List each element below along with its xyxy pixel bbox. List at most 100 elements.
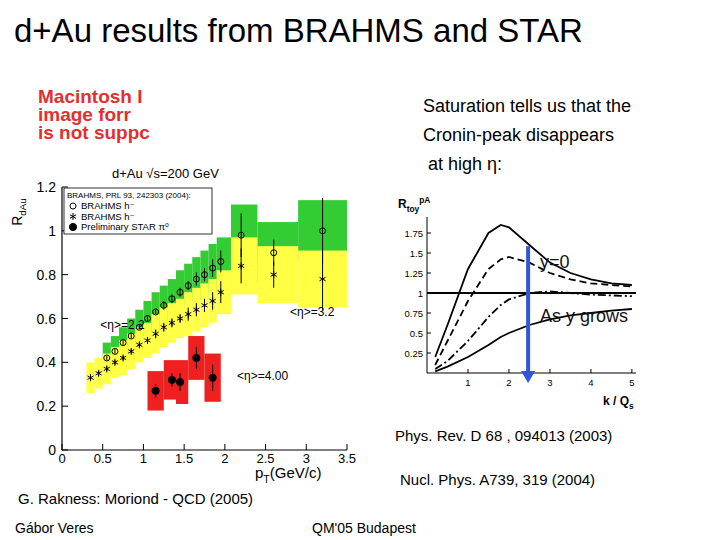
footer-event: QM'05 Budapest: [312, 520, 416, 536]
marker: [193, 306, 199, 313]
annotation: <η>=3.2: [290, 305, 335, 319]
y-tick-label: 0.8: [37, 267, 57, 283]
y-tick-label: 0.4: [37, 354, 57, 370]
sys-band: [184, 292, 192, 336]
annotation: y=0: [540, 252, 570, 272]
x-tick-label: 1: [140, 451, 147, 466]
marker: [271, 250, 277, 256]
reference: Phys. Rev. D 68 , 094013 (2003): [395, 427, 612, 444]
error-bar: [155, 310, 156, 314]
marker: [161, 302, 167, 308]
marker: [104, 365, 110, 372]
x-tick: [143, 444, 144, 450]
marker: [96, 370, 102, 377]
x-tick-label: 3: [547, 377, 552, 388]
curve: [427, 292, 636, 294]
arrow-shaft: [526, 246, 530, 373]
slide: d+Au results from BRAHMS and STARMacinto…: [0, 0, 720, 540]
sys-band: [257, 246, 298, 303]
sys-band: [205, 354, 221, 402]
error-bar: [220, 251, 221, 273]
marker: [153, 330, 159, 337]
marker: [201, 302, 207, 309]
curve: [435, 257, 632, 365]
error-bar: [106, 356, 107, 360]
y-tick-label: 1: [48, 223, 56, 239]
marker: [136, 341, 142, 348]
y-tick-label: 1.2: [37, 179, 57, 195]
x-tick: [224, 444, 225, 450]
marker: [169, 296, 175, 302]
label-base: R: [9, 216, 25, 226]
sys-band: [135, 327, 143, 362]
error-bar: [204, 268, 205, 281]
x-tick: [631, 369, 632, 373]
marker: [193, 354, 200, 361]
slide-title: d+Au results from BRAHMS and STAR: [14, 12, 583, 49]
marker: [128, 348, 134, 355]
y-tick: [62, 187, 68, 188]
x-tick-label: 1: [465, 377, 470, 388]
marker: [176, 378, 183, 385]
x-tick-label: 3.5: [338, 451, 356, 466]
legend-label: BRAHMS h⁻: [81, 200, 135, 211]
x-tick: [508, 369, 509, 373]
sys-band: [164, 360, 176, 399]
sys-band: [176, 360, 188, 404]
y-tick: [427, 293, 431, 294]
marker: [120, 340, 126, 346]
legend-marker: [70, 213, 76, 220]
y-tick: [427, 353, 431, 354]
x-tick: [347, 444, 348, 450]
reference: Nucl. Phys. A739, 319 (2004): [400, 471, 595, 488]
marker: [152, 387, 159, 394]
marker: [238, 232, 244, 238]
label-base: p: [255, 464, 263, 481]
sys-band: [86, 362, 94, 393]
marker: [210, 297, 216, 304]
marker: [193, 276, 199, 282]
sys-band: [200, 283, 208, 327]
x-axis-label: k / Qs: [603, 394, 634, 411]
plot-area: [427, 225, 636, 371]
marker: [202, 272, 208, 278]
curve: [435, 291, 632, 369]
y-tick-label: 1: [418, 288, 423, 299]
y-tick-label: 0.6: [37, 311, 57, 327]
marker: [104, 355, 110, 361]
y-tick: [62, 318, 68, 319]
x-tick-label: 2: [506, 377, 511, 388]
y-tick: [427, 313, 431, 314]
y-axis: [427, 217, 428, 373]
sys-band: [148, 371, 164, 410]
sys-band: [103, 354, 111, 385]
x-tick-label: 5: [629, 377, 634, 388]
marker: [87, 374, 93, 381]
y-tick: [62, 362, 68, 363]
legend-marker: [69, 223, 76, 230]
label-sub: s: [629, 401, 634, 411]
y-tick-label: 0.75: [405, 308, 424, 319]
x-tick: [265, 444, 266, 450]
sys-band: [188, 336, 204, 380]
sys-band: [176, 299, 184, 338]
sys-band: [152, 314, 160, 353]
marker: [185, 283, 191, 289]
bullet-text: Cronin-peak disappears: [423, 125, 614, 145]
error-bar: [114, 349, 115, 353]
y-tick: [62, 406, 68, 407]
marker: [177, 289, 183, 295]
sys-band: [168, 303, 176, 342]
sys-band: [192, 288, 200, 332]
marker: [218, 289, 224, 296]
y-tick: [427, 253, 431, 254]
y-tick-label: 0.5: [410, 328, 423, 339]
annotation: <η>=4.00: [237, 369, 288, 383]
arrow-head: [521, 371, 535, 383]
x-tick-label: 1.5: [175, 451, 193, 466]
marker: [161, 324, 167, 331]
y-tick-label: 0.2: [37, 398, 57, 414]
curve: [435, 225, 632, 357]
marker: [169, 319, 175, 326]
error-bar: [131, 334, 132, 338]
